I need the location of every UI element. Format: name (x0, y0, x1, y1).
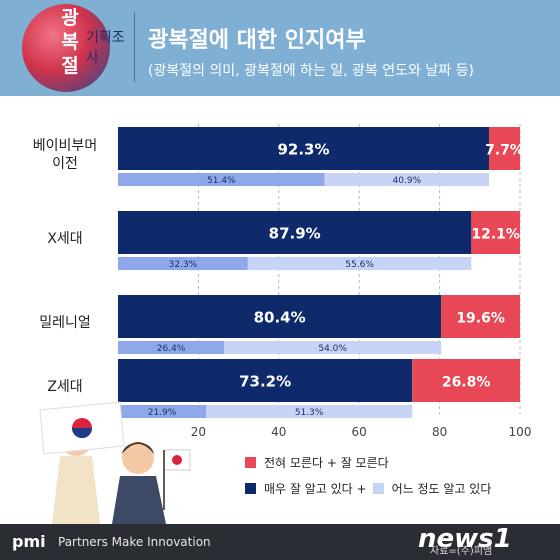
bar-sub-label-2-0: 26.4% (157, 344, 186, 354)
bar-main-label-1-1: 12.1% (471, 227, 520, 243)
bar-main-label-0-1: 7.7% (485, 143, 524, 159)
page-title: 광복절에 대한 인지여부 (148, 28, 366, 53)
bar-sub-label-3-0: 21.9% (148, 408, 177, 418)
legend-item-know: 매우 잘 알고 있다 + 어느 정도 알고 있다 (245, 480, 491, 496)
bar-main-2-0 (118, 295, 442, 338)
bar-main-1-0 (118, 211, 472, 254)
bar-sub-3-1 (206, 405, 413, 418)
bar-sub-label-1-1: 55.6% (345, 260, 374, 270)
x-tick-label-20: 20 (191, 425, 206, 439)
x-tick-label-100: 100 (509, 425, 532, 439)
bar-main-label-1-0: 87.9% (269, 225, 321, 243)
bar-sub-label-1-0: 32.3% (169, 260, 198, 270)
bar-main-label-0-0: 92.3% (277, 141, 329, 159)
source-credit: 자료=(주)피앰 (430, 546, 493, 557)
bar-main-0-1 (489, 127, 520, 170)
header: 광복절 기획조사 광복절에 대한 인지여부 (광복절의 의미, 광복절에 하는 … (0, 0, 560, 96)
chart: 20 40 60 80 100 92.3% 7.7% 51.4% 40.9% 87.9% 12.1%… (118, 124, 532, 439)
bar-sub-label-2-1: 54.0% (318, 344, 347, 354)
badge-small-text: 기획조사 (86, 30, 125, 66)
legend-swatch-pale (372, 482, 384, 494)
category-label-2: 밀레니얼 (39, 314, 91, 331)
bar-sub-1-0 (118, 257, 248, 270)
legend-label-dont-know: 전혀 모른다 + 잘 모른다 (264, 455, 389, 470)
bar-sub-3-0 (118, 405, 207, 418)
x-tick-label-40: 40 (271, 425, 286, 439)
page-subtitle: (광복절의 의미, 광복절에 하는 일, 광복 연도와 날짜 등) (148, 63, 474, 79)
bar-main-3-0 (118, 359, 413, 402)
category-label-1: X세대 (47, 230, 83, 247)
bar-main-label-3-1: 26.8% (442, 375, 491, 391)
bar-sub-label-3-1: 51.3% (295, 408, 324, 418)
legend-item-dont-know: 전혀 모른다 + 잘 모른다 (245, 454, 491, 470)
bar-sub-0-1 (324, 173, 490, 186)
bar-sub-2-0 (118, 341, 225, 354)
legend-label-know-b: 어느 정도 알고 있다 (391, 481, 492, 496)
bar-main-label-3-0: 73.2% (239, 373, 291, 391)
pmi-tagline: Partners Make Innovation (58, 535, 211, 549)
bar-main-3-1 (412, 359, 520, 402)
bar-main-label-2-1: 19.6% (456, 311, 505, 327)
bar-sub-1-1 (247, 257, 472, 270)
legend-label-know-a: 매우 잘 알고 있다 + (264, 481, 367, 496)
badge-big-text: 광복절 (61, 7, 79, 77)
bar-main-label-2-0: 80.4% (254, 309, 306, 327)
footer: pmi Partners Make Innovation news1 자료=(주… (0, 524, 560, 560)
pmi-logo: pmi (12, 532, 46, 551)
bar-sub-label-0-1: 40.9% (393, 176, 422, 186)
bar-sub-label-0-0: 51.4% (207, 176, 236, 186)
x-tick-label-60: 60 (352, 425, 367, 439)
header-divider (134, 12, 135, 82)
bar-main-1-1 (471, 211, 520, 254)
legend-swatch-red (245, 456, 256, 468)
children-with-flags-illustration (39, 401, 191, 524)
category-label-0: 베이비부머 이전 (32, 137, 98, 172)
bar-sub-2-1 (224, 341, 442, 354)
legend-swatch-navy (245, 482, 256, 494)
bar-main-2-1 (441, 295, 520, 338)
bar-sub-0-0 (118, 173, 325, 186)
category-label-3: Z세대 (47, 378, 83, 395)
x-tick-label-80: 80 (432, 425, 447, 439)
legend: 전혀 모른다 + 잘 모른다 매우 잘 알고 있다 + 어느 정도 알고 있다 (245, 454, 491, 506)
taegeuk-badge-icon (22, 4, 110, 92)
bar-main-0-0 (118, 127, 490, 170)
news1-logo: news1 (418, 524, 512, 554)
